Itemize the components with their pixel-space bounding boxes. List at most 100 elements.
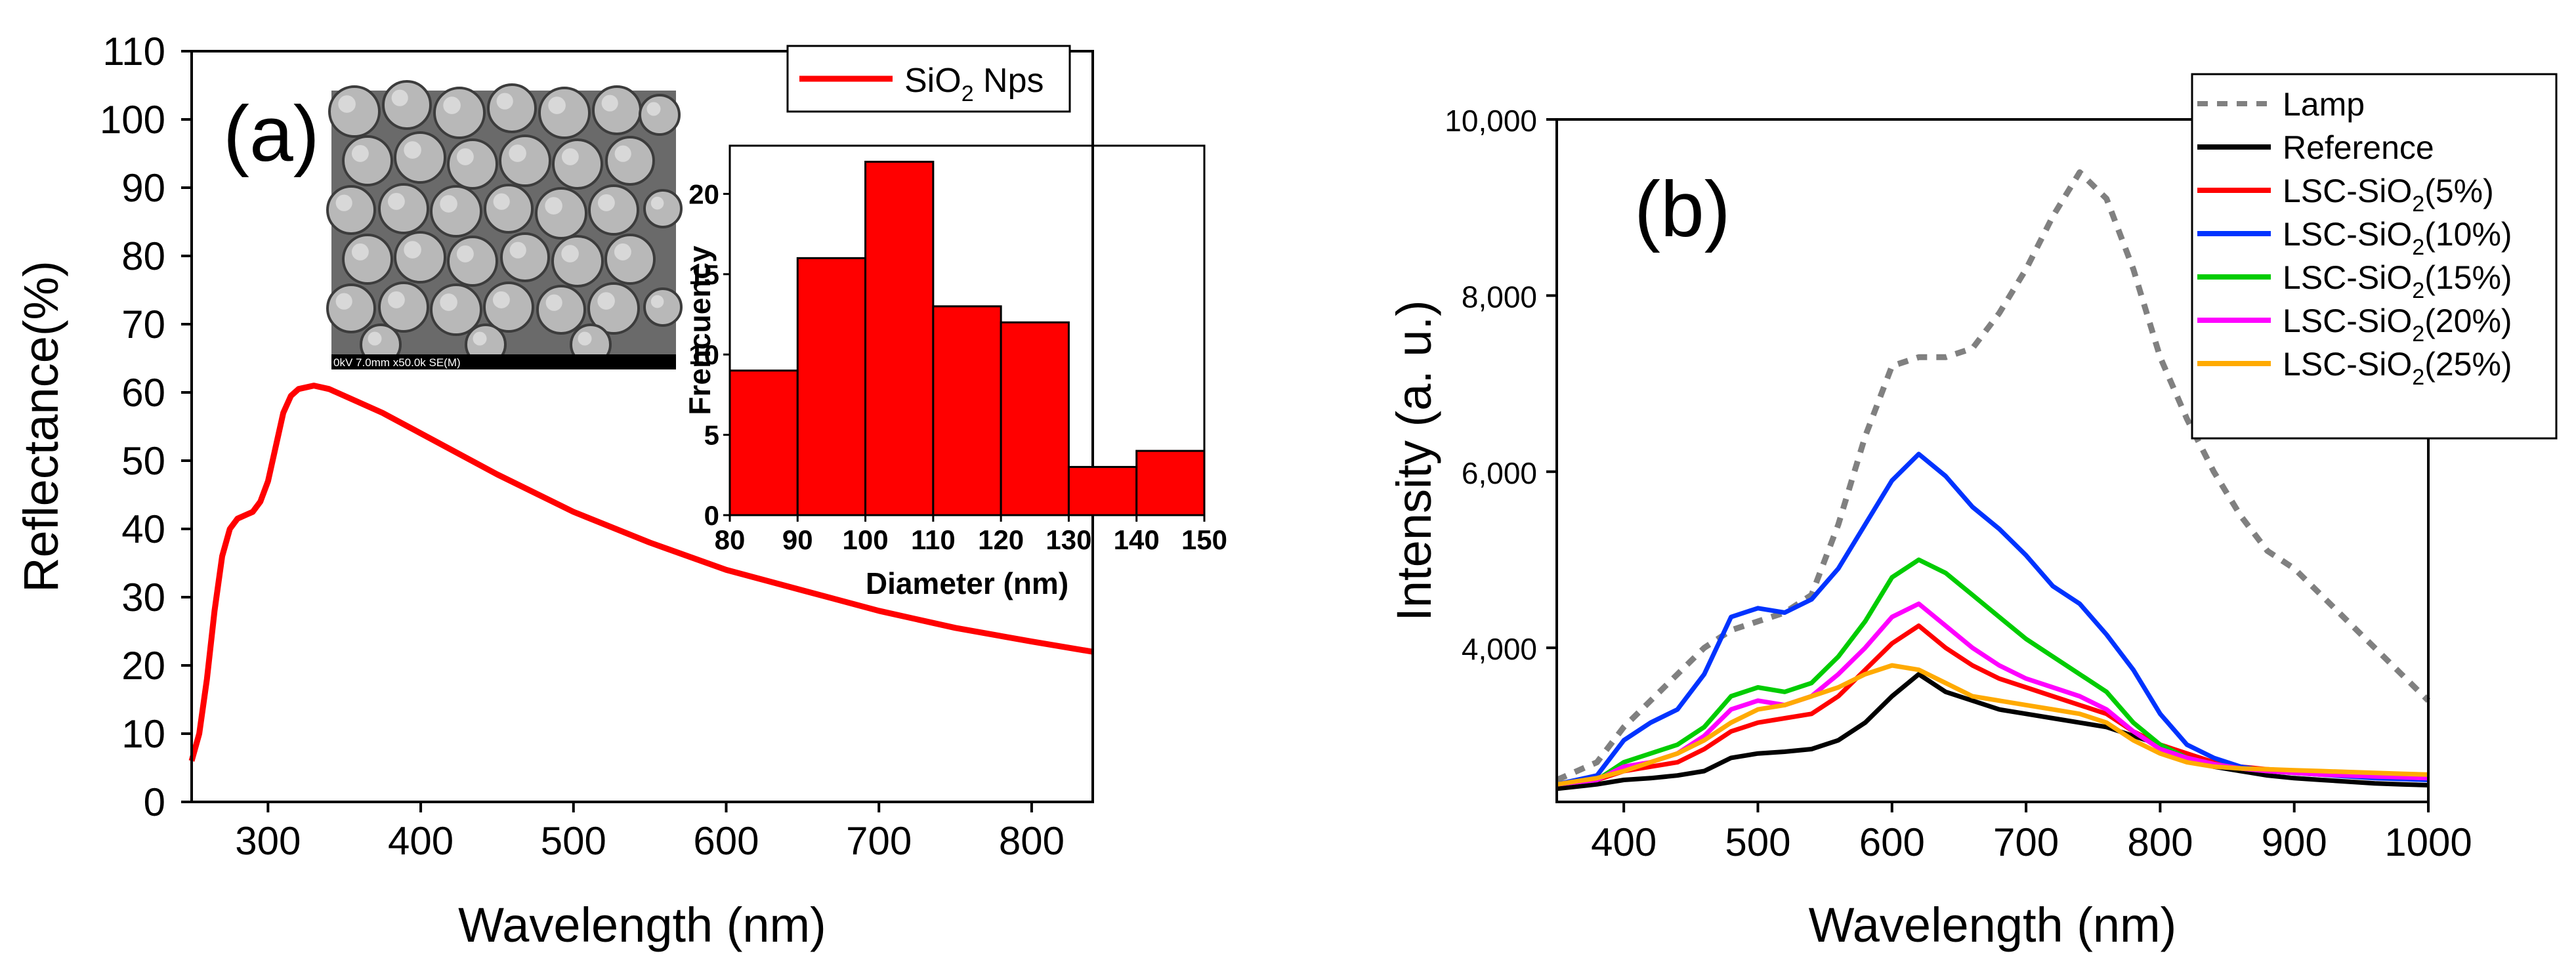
y-tick-label: 90 — [121, 166, 165, 210]
y-tick-label: 60 — [121, 371, 165, 415]
y-tick-label: 40 — [121, 507, 165, 551]
x-tick-label: 500 — [541, 819, 606, 863]
histogram-y-tick-label: 0 — [704, 500, 719, 531]
sem-particle — [326, 185, 376, 235]
panel-a-x-axis-title: Wavelength (nm) — [458, 898, 826, 952]
histogram-bar — [728, 369, 799, 516]
sem-particle-highlight — [387, 192, 405, 210]
x-tick-label: 400 — [388, 819, 454, 863]
sem-particle-highlight — [561, 245, 579, 262]
histogram-frame — [728, 144, 1206, 516]
legend-label: LSC-SiO2(15%) — [2283, 259, 2512, 303]
sem-particle-highlight — [391, 89, 408, 106]
histogram-y-tick-label: 15 — [688, 259, 719, 290]
histogram-y-tick-label: 5 — [704, 420, 719, 451]
histogram-x-tick-label: 150 — [1181, 524, 1227, 555]
sem-particle-highlight — [456, 148, 474, 165]
panel-a-y-axis-title: Reflectance(%) — [14, 261, 68, 593]
sem-particle — [639, 94, 681, 136]
sem-particle — [538, 87, 591, 139]
histogram-ticks: 80 90 100 110 120 130 140 150 0 5 10 15 20 — [688, 178, 1227, 555]
y-tick-label: 30 — [121, 576, 165, 619]
series-line-lamp — [1555, 169, 2431, 783]
y-tick-label: 100 — [100, 98, 165, 142]
y-tick-label: 10 — [121, 712, 165, 756]
legend-label: Lamp — [2283, 86, 2365, 123]
histogram-x-tick-label: 80 — [715, 524, 746, 555]
legend-label-tail: (25%) — [2424, 346, 2512, 383]
legend-label: LSC-SiO2(10%) — [2283, 216, 2512, 260]
legend-label-main: LSC-SiO — [2283, 346, 2412, 383]
sem-particle — [328, 85, 381, 138]
histogram-x-tick-label: 120 — [978, 524, 1024, 555]
sem-particle — [535, 187, 587, 240]
y-tick-label: 0 — [144, 780, 165, 824]
sem-particle — [643, 189, 683, 228]
sem-particle — [430, 283, 482, 336]
series-line-lsc-sio2-25 — [1556, 663, 2429, 787]
legend-label-sub: 2 — [2412, 365, 2424, 390]
sem-particle — [552, 138, 603, 190]
sem-particle — [394, 231, 446, 283]
sem-particle-highlight — [351, 144, 369, 162]
panel-a: 300 400 500 600 700 8000102030405060708090100… — [14, 30, 1227, 952]
sem-particle-highlight — [650, 196, 664, 210]
sem-particle-highlight — [509, 241, 526, 259]
y-tick-label: 80 — [121, 234, 165, 278]
sem-particle — [643, 287, 683, 327]
panel-b-legend: LampReferenceLSC-SiO2(5%)LSC-SiO2(10%)LS… — [2191, 73, 2558, 440]
legend-label-sio2: SiO2 Nps — [904, 62, 1044, 106]
x-tick-label: 700 — [1993, 820, 2059, 864]
legend-label-tail: (10%) — [2424, 216, 2512, 253]
histogram-x-tick-label: 110 — [911, 524, 956, 555]
sem-particle-highlight — [368, 331, 382, 346]
x-tick-label: 900 — [2262, 820, 2327, 864]
sem-particle-highlight — [473, 331, 487, 346]
sem-image-inset: 0kV 7.0mm x50.0k SE(M) — [326, 80, 683, 369]
panel-b-plot-frame — [1555, 118, 2430, 803]
sem-caption: 0kV 7.0mm x50.0k SE(M) — [333, 356, 461, 369]
sem-particle-highlight — [509, 144, 526, 162]
histogram-bar — [932, 305, 1002, 516]
histogram-x-axis-title: Diameter (nm) — [866, 566, 1068, 600]
sem-particle — [536, 285, 586, 335]
sem-particle — [604, 234, 656, 285]
sem-particle — [592, 85, 642, 135]
panel-b-series — [1555, 169, 2431, 791]
sem-particle — [382, 80, 432, 130]
legend-label-main: LSC-SiO — [2283, 303, 2412, 339]
sem-particle — [483, 282, 534, 333]
x-tick-label: 800 — [2127, 820, 2193, 864]
series-line-sio2-nps — [188, 383, 1093, 762]
x-tick-label: 700 — [846, 819, 912, 863]
legend-label-sub: 2 — [2412, 235, 2424, 260]
sem-particle-highlight — [335, 194, 352, 211]
legend-label-main: LSC-SiO — [2283, 259, 2412, 296]
panel-a-series — [188, 383, 1093, 762]
sem-particle-highlight — [496, 93, 513, 110]
legend-label-sub: 2 — [2412, 322, 2424, 346]
y-tick-label: 4,000 — [1462, 632, 1537, 666]
sem-particle — [487, 83, 537, 133]
x-tick-label: 400 — [1591, 820, 1657, 864]
legend-label-tail: (15%) — [2424, 259, 2512, 296]
sem-particle-highlight — [614, 145, 631, 162]
panel-a-plot-frame — [190, 50, 1094, 803]
sem-particle — [433, 87, 486, 139]
sem-particle-highlight — [440, 293, 457, 311]
sem-particle — [447, 138, 498, 190]
series-line-lsc-sio2-10 — [1556, 451, 2429, 787]
diameter-histogram: 80 90 100 110 120 130 140 150 0 5 10 15 20 Diameter … — [683, 144, 1227, 600]
histogram-bar — [1067, 466, 1138, 516]
sem-particle-highlight — [387, 291, 405, 308]
y-tick-label: 10,000 — [1445, 104, 1537, 138]
legend-label-sub: 2 — [2412, 192, 2424, 217]
sem-particle — [484, 184, 534, 234]
panel-a-label: (a) — [223, 90, 320, 178]
legend-label-tail: (5%) — [2424, 173, 2494, 209]
sem-particle — [326, 283, 376, 333]
y-tick-label: 110 — [102, 30, 165, 73]
sem-particle-highlight — [440, 195, 457, 213]
x-tick-label: 300 — [235, 819, 301, 863]
